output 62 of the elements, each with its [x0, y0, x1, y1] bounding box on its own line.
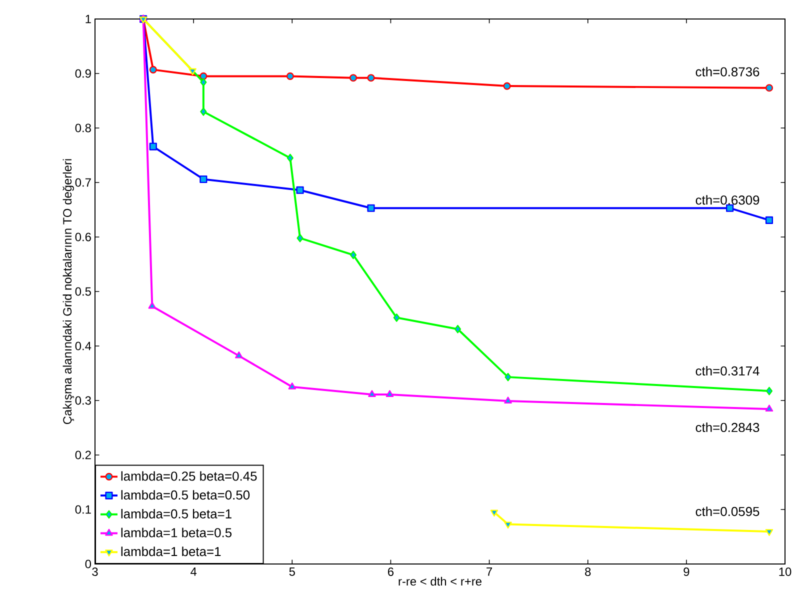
- point: [504, 396, 512, 404]
- point: [368, 390, 376, 397]
- point: [188, 68, 196, 76]
- point: [296, 186, 304, 194]
- point: [367, 204, 375, 212]
- legend-label: lambda=0.5 beta=0.50: [121, 490, 250, 500]
- annotation: cth=0.6309: [696, 195, 760, 205]
- x-tick-label: 5: [289, 568, 295, 576]
- point: [765, 84, 774, 92]
- point: [765, 404, 774, 412]
- y-tick-label: 0.4: [75, 342, 92, 350]
- point: [149, 66, 157, 74]
- point: [504, 522, 512, 529]
- x-tick-label: 10: [779, 568, 792, 576]
- y-tick-label: 0.7: [75, 178, 91, 187]
- legend-label: lambda=1 beta=0.5: [121, 528, 232, 538]
- point: [149, 142, 157, 150]
- point: [200, 78, 207, 86]
- annotation: cth=0.3174: [696, 366, 760, 376]
- x-tick-label: 6: [388, 568, 394, 576]
- y-tick-label: 0.1: [75, 505, 91, 514]
- point: [200, 107, 207, 116]
- y-axis-title: Çakışma alanındaki Grid noktalarının TO değerleri: [62, 159, 74, 424]
- x-axis-title: r-re < dth < r+re: [398, 576, 482, 586]
- annotation: cth=0.0595: [696, 506, 760, 516]
- point: [148, 302, 156, 309]
- y-tick-label: 0.2: [75, 450, 91, 460]
- point: [367, 74, 375, 82]
- point: [393, 313, 400, 322]
- point: [296, 234, 304, 242]
- y-tick-label: 0.8: [75, 124, 91, 132]
- y-tick-label: 1: [86, 14, 91, 24]
- point: [349, 74, 358, 82]
- point: [503, 82, 511, 90]
- point: [765, 529, 774, 536]
- y-tick-label: 0.9: [75, 69, 91, 78]
- y-tick-label: 0.6: [75, 232, 91, 242]
- legend-label: lambda=0.25 beta=0.45: [121, 471, 257, 481]
- point: [200, 175, 208, 184]
- annotation: cth=0.8736: [696, 66, 760, 76]
- annotation: cth=0.2843: [696, 422, 760, 432]
- legend-label: lambda=1 beta=1: [121, 546, 221, 556]
- point: [504, 372, 512, 382]
- point: [235, 351, 243, 358]
- point: [490, 510, 498, 517]
- point: [766, 386, 773, 396]
- point: [454, 324, 462, 334]
- x-tick-label: 4: [190, 568, 197, 576]
- x-tick-label: 7: [486, 568, 492, 576]
- point: [286, 72, 294, 80]
- point: [286, 154, 294, 162]
- x-tick-label: 8: [585, 568, 591, 576]
- y-tick-label: 0.3: [75, 396, 91, 405]
- x-tick-label: 9: [684, 568, 690, 576]
- point: [350, 250, 357, 260]
- point: [765, 216, 774, 224]
- legend-label: lambda=0.5 beta=1: [121, 508, 232, 518]
- point: [386, 390, 394, 397]
- y-tick-label: 0.5: [75, 287, 91, 296]
- y-tick-label: 0: [85, 560, 92, 568]
- point: [288, 382, 296, 390]
- x-tick-label: 3: [92, 568, 98, 576]
